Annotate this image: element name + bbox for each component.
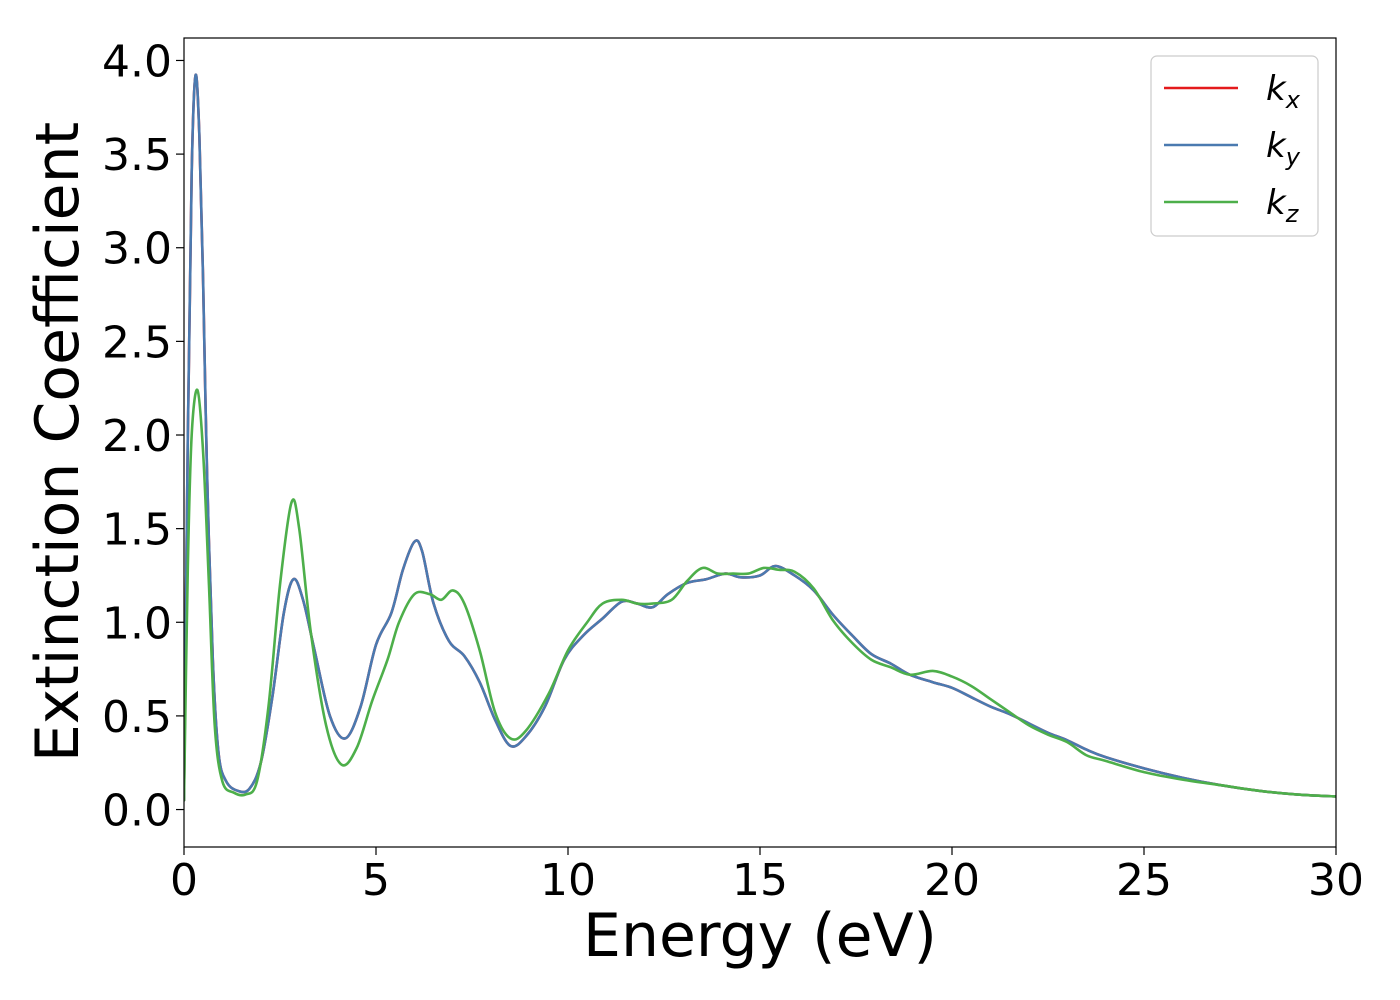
x-tick-label: 20	[924, 855, 980, 906]
x-tick-label: 30	[1308, 855, 1364, 906]
y-axis-ticks: 0.0 0.5 1.0 1.5 2.0 2.5 3.0 3.5 4.0	[102, 36, 184, 837]
x-axis-title: Energy (eV)	[583, 901, 937, 971]
plot-area	[184, 73, 1336, 802]
legend-label-kz: kz	[1266, 183, 1300, 228]
legend: kx ky kz	[1150, 55, 1319, 237]
y-tick-label: 2.0	[102, 411, 172, 462]
x-tick-label: 25	[1116, 855, 1172, 906]
y-tick-label: 1.5	[102, 505, 172, 556]
x-tick-label: 10	[540, 855, 596, 906]
series-line-kz	[184, 388, 1336, 802]
plot-frame	[183, 37, 1337, 848]
y-tick-label: 3.5	[102, 130, 172, 181]
y-tick-label: 0.5	[102, 692, 172, 743]
y-tick-label: 4.0	[102, 36, 172, 87]
y-tick-label: 1.0	[102, 598, 172, 649]
legend-label-ky: ky	[1266, 126, 1301, 171]
x-tick-label: 5	[362, 855, 390, 906]
y-axis-title: Extinction Coefficient	[23, 122, 93, 762]
y-tick-label: 0.0	[102, 786, 172, 837]
y-tick-label: 3.0	[102, 224, 172, 275]
y-tick-label: 2.5	[102, 317, 172, 368]
legend-label-kx: kx	[1266, 69, 1301, 114]
x-axis-ticks: 0 5 10 15 20 25 30	[170, 847, 1364, 906]
x-tick-label: 0	[170, 855, 198, 906]
x-tick-label: 15	[732, 855, 788, 906]
